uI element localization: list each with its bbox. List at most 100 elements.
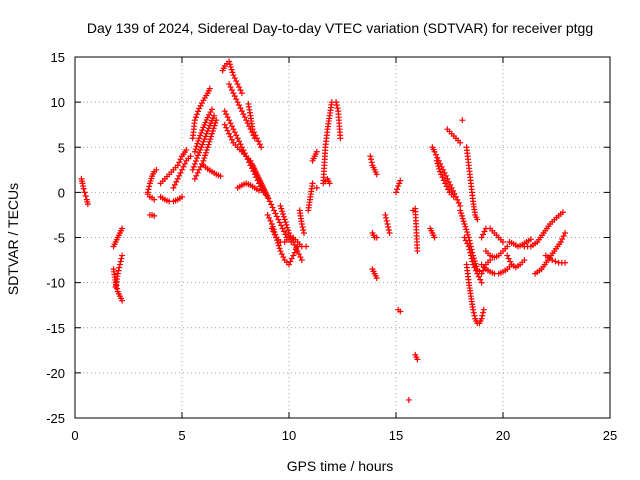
data-point [261,186,268,193]
data-point [200,138,207,145]
data-point [298,257,305,264]
data-point [196,166,203,173]
data-point [223,124,230,131]
data-point [462,223,469,230]
data-point [226,58,233,65]
data-point [443,183,450,190]
data-point [187,153,194,160]
data-point [170,184,177,191]
data-point [236,138,243,145]
data-point [226,61,233,68]
data-point [251,165,258,172]
data-point [281,228,288,235]
data-point [251,129,258,136]
y-tick-label: 0 [58,185,65,200]
data-point [176,159,183,166]
data-point [462,237,469,244]
data-point [286,229,292,236]
data-point [447,181,454,188]
data-point [559,236,566,243]
data-point [298,220,305,227]
data-point [458,212,465,219]
data-point [176,172,183,179]
data-point [196,149,203,156]
axis-ticks: 0 5 10 15 20 25 -25 -20 -15 -10 -5 0 5 10 15 [46,50,617,443]
data-point [171,181,178,188]
data-point [233,132,240,139]
y-tick-label: 10 [51,95,65,110]
data-point [287,232,294,239]
data-point [145,186,152,193]
data-point [265,195,272,202]
data-point [505,255,512,262]
data-point [196,105,203,112]
data-point [193,155,200,162]
data-point [383,214,390,221]
data-point [228,66,235,73]
data-point [207,109,214,116]
data-point [193,111,200,118]
data-point [464,229,471,236]
data-point [414,248,421,255]
data-point [255,174,262,181]
data-point [385,223,392,230]
data-point [227,84,234,91]
data-point [194,140,201,147]
data-point [454,196,461,203]
data-point [290,239,297,246]
data-point [228,87,235,94]
data-point [191,117,198,124]
data-point [208,133,215,140]
data-point [373,234,380,241]
data-point [202,149,209,156]
data-point [431,234,438,241]
data-point [458,210,465,217]
data-point [557,239,564,246]
data-point [276,245,283,252]
data-point [373,275,380,282]
data-point [237,105,244,112]
data-point [116,264,123,271]
data-point [259,183,266,190]
data-point [229,69,236,76]
data-point [258,180,265,187]
data-point [414,356,421,363]
chart-title: Day 139 of 2024, Sidereal Day-to-day VTE… [87,20,593,36]
data-point [470,309,477,316]
data-point [437,168,444,175]
data-point [285,227,292,234]
data-point [191,148,198,155]
data-point [174,162,181,169]
data-point [396,180,403,187]
data-point [236,84,243,91]
data-point [203,146,210,153]
data-point [313,184,320,191]
data-point [198,144,205,151]
data-point [386,229,393,236]
data-point [234,81,241,88]
data-point [395,183,402,190]
data-point [267,217,274,224]
data-point [252,168,259,175]
data-point [195,108,202,115]
y-tick-label: 5 [58,140,65,155]
data-point [234,99,241,106]
data-point [197,102,204,109]
data-point [448,184,455,191]
data-point [464,231,471,238]
data-point [297,254,304,261]
data-point [212,119,219,126]
data-point [279,208,286,215]
data-point [549,257,556,264]
data-point [224,127,231,134]
data-point [262,189,269,196]
data-point [189,166,196,173]
data-point [230,126,237,133]
data-point [337,135,344,142]
data-point [206,85,213,92]
data-point [466,246,473,253]
data-point [191,160,198,167]
data-point [223,111,230,118]
data-point [470,306,477,313]
